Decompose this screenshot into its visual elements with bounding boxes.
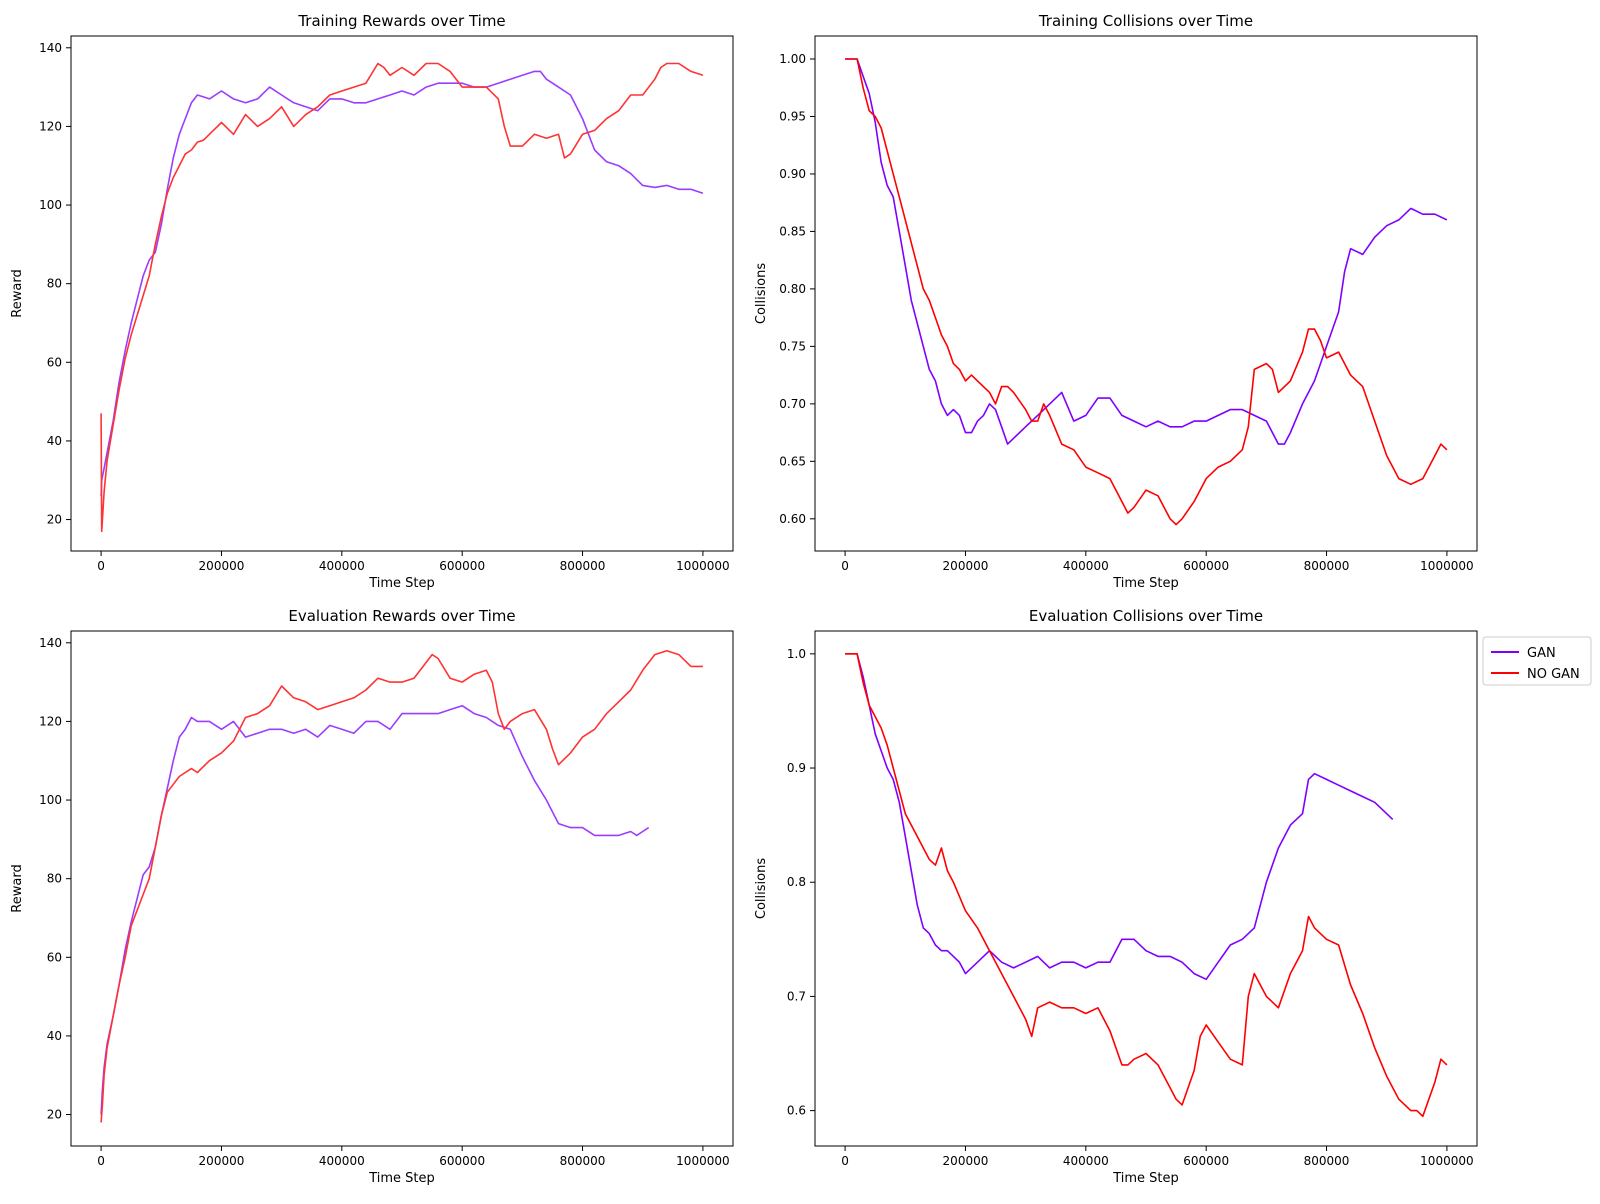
series-line-gan — [100, 704, 650, 1115]
y-tick-label: 0.90 — [779, 167, 806, 181]
y-tick-label: 100 — [39, 793, 62, 807]
x-tick-label: 600000 — [439, 1154, 485, 1168]
plot-frame — [814, 35, 1478, 552]
x-tick-label: 600000 — [1183, 559, 1229, 573]
y-tick-label: 0.65 — [779, 454, 806, 468]
series-line-no-gan — [100, 62, 704, 533]
x-tick-label: 400000 — [319, 559, 365, 573]
x-tick-label: 400000 — [1063, 1154, 1109, 1168]
x-tick-label: 1000000 — [676, 1154, 729, 1168]
x-axis-label: Time Step — [1112, 1171, 1179, 1186]
y-tick-label: 140 — [39, 41, 62, 55]
y-tick-label: 0.7 — [787, 989, 806, 1003]
legend-label: GAN — [1527, 646, 1556, 661]
x-tick-label: 600000 — [439, 559, 485, 573]
chart-panel-1: 0 200000 400000 600000 800000 1000000 20 40 60 80… — [10, 12, 734, 591]
y-tick-label: 20 — [47, 1108, 62, 1122]
y-tick-label: 0.8 — [787, 875, 806, 889]
legend: GAN NO GAN — [1482, 636, 1592, 686]
y-tick-label: 60 — [47, 355, 62, 369]
plot-frame — [70, 630, 734, 1147]
y-axis-label: Collisions — [754, 263, 769, 324]
y-tick-label: 60 — [47, 950, 62, 964]
y-tick-label: 120 — [39, 119, 62, 133]
y-tick-label: 100 — [39, 198, 62, 212]
y-tick-label: 0.85 — [779, 224, 806, 238]
y-tick-label: 80 — [47, 277, 62, 291]
x-axis-label: Time Step — [368, 576, 435, 591]
plot-frame — [814, 630, 1478, 1147]
x-tick-label: 0 — [97, 1154, 105, 1168]
x-tick-label: 200000 — [199, 1154, 245, 1168]
x-tick-label: 800000 — [1304, 1154, 1350, 1168]
x-tick-label: 0 — [841, 559, 849, 573]
chart-panel-2: 0 200000 400000 600000 800000 1000000 0.60 0.65… — [754, 12, 1478, 591]
y-tick-label: 140 — [39, 636, 62, 650]
x-tick-label: 0 — [97, 559, 105, 573]
series-line-no-gan — [845, 652, 1448, 1118]
series-line-no-gan — [100, 649, 703, 1123]
y-tick-label: 80 — [47, 872, 62, 886]
x-axis-label: Time Step — [1112, 576, 1179, 591]
chart-panel-3: 0 200000 400000 600000 800000 1000000 20 40 60 80… — [10, 607, 734, 1186]
x-tick-label: 200000 — [943, 1154, 989, 1168]
x-tick-label: 800000 — [560, 1154, 606, 1168]
y-tick-label: 120 — [39, 714, 62, 728]
plot-frame — [70, 35, 734, 552]
x-tick-label: 400000 — [1063, 559, 1109, 573]
y-axis-label: Collisions — [754, 858, 769, 919]
chart-title: Training Rewards over Time — [297, 12, 505, 30]
y-tick-label: 0.75 — [779, 339, 806, 353]
x-tick-label: 800000 — [560, 559, 606, 573]
x-tick-label: 400000 — [319, 1154, 365, 1168]
series-line-gan — [100, 70, 704, 497]
y-tick-label: 0.60 — [779, 512, 806, 526]
x-tick-label: 0 — [841, 1154, 849, 1168]
chart-title: Training Collisions over Time — [1038, 12, 1253, 30]
x-tick-label: 1000000 — [676, 559, 729, 573]
y-tick-label: 0.95 — [779, 109, 806, 123]
x-tick-label: 1000000 — [1420, 1154, 1473, 1168]
x-tick-label: 600000 — [1183, 1154, 1229, 1168]
legend-label: NO GAN — [1527, 667, 1580, 682]
y-tick-label: 0.6 — [787, 1104, 806, 1118]
x-tick-label: 1000000 — [1420, 559, 1473, 573]
y-tick-label: 0.80 — [779, 282, 806, 296]
series-line-no-gan — [845, 58, 1448, 526]
y-axis-label: Reward — [10, 864, 25, 912]
y-axis-label: Reward — [10, 269, 25, 317]
y-tick-label: 20 — [47, 513, 62, 527]
x-tick-label: 200000 — [199, 559, 245, 573]
series-line-gan — [845, 652, 1394, 981]
y-tick-label: 1.0 — [787, 647, 806, 661]
x-tick-label: 800000 — [1304, 559, 1350, 573]
y-tick-label: 40 — [47, 434, 62, 448]
y-tick-label: 1.00 — [779, 52, 806, 66]
chart-title: Evaluation Collisions over Time — [1029, 607, 1263, 625]
y-tick-label: 0.70 — [779, 397, 806, 411]
series-line-gan — [845, 58, 1448, 445]
y-tick-label: 40 — [47, 1029, 62, 1043]
y-tick-label: 0.9 — [787, 761, 806, 775]
chart-title: Evaluation Rewards over Time — [288, 607, 515, 625]
chart-panel-4: 0 200000 400000 600000 800000 1000000 0.6 0.7 0.… — [754, 607, 1478, 1186]
x-tick-label: 200000 — [943, 559, 989, 573]
x-axis-label: Time Step — [368, 1171, 435, 1186]
